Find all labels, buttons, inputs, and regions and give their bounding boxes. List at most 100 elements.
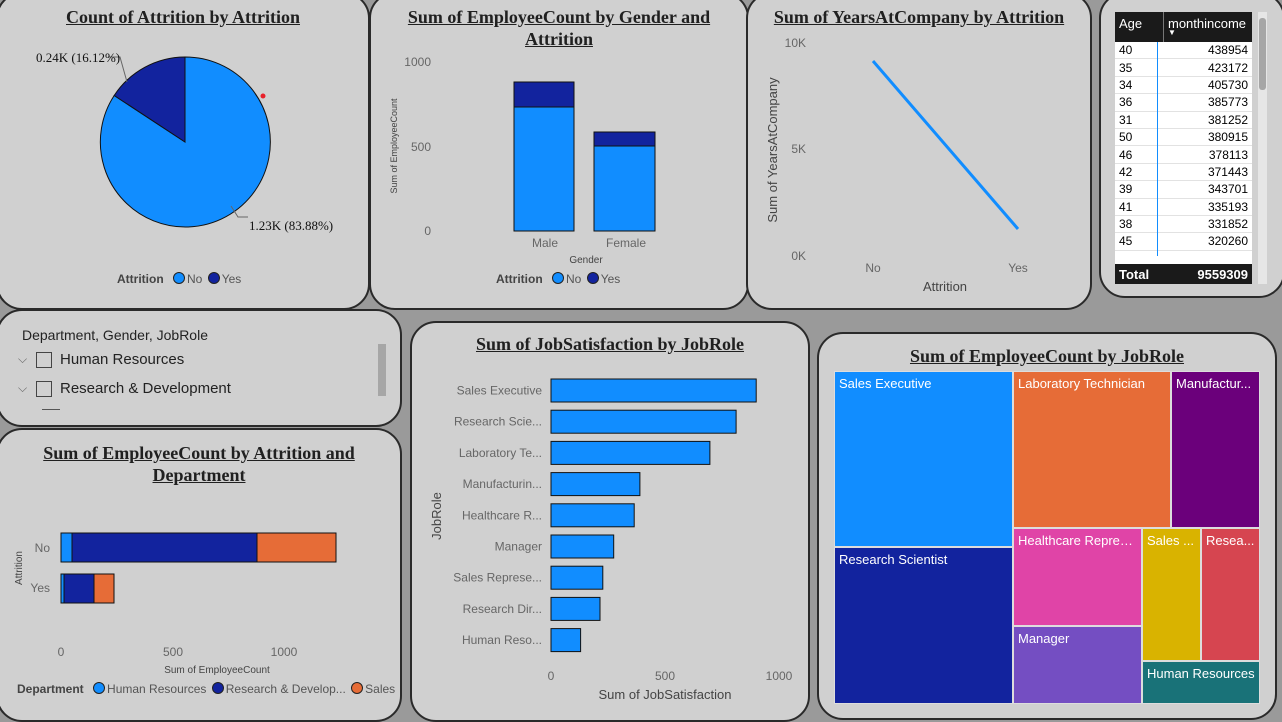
- legend-item-no[interactable]: No: [566, 272, 582, 286]
- header-age[interactable]: Age: [1115, 12, 1164, 42]
- legend-item-yes[interactable]: Yes: [221, 272, 242, 286]
- table-row[interactable]: 46 378113: [1115, 145, 1252, 164]
- slicer-item-research-development[interactable]: ⌵ Research & Development: [18, 380, 231, 397]
- slicer-item-human-resources[interactable]: ⌵ Human Resources: [18, 351, 184, 368]
- chevron-down-icon[interactable]: ⌵: [18, 381, 28, 395]
- treemap-tile-manager[interactable]: Manager: [1013, 626, 1142, 704]
- matrix-table: 40 438954 35 423172 34 405730 36 385773 31 381252…: [1115, 42, 1252, 251]
- legend-item-rd[interactable]: Research & Develop...: [225, 682, 346, 696]
- bar-no-hr[interactable]: [60, 532, 73, 563]
- bar-female-yes[interactable]: [593, 131, 656, 147]
- bar-yes-rd[interactable]: [63, 573, 95, 604]
- matrix-table-card[interactable]: Age monthincome ▼ 40 438954 35 423172 34 4057…: [1099, 0, 1282, 298]
- table-row[interactable]: 31 381252: [1115, 111, 1252, 129]
- pie-legend: Attrition No Yes: [117, 272, 241, 286]
- leader-line-yes: [108, 56, 128, 83]
- slicer-scrollbar-thumb[interactable]: [378, 344, 386, 396]
- chevron-down-icon[interactable]: ⌵: [18, 352, 28, 366]
- table-row[interactable]: 45 320260: [1115, 232, 1252, 251]
- bar-8[interactable]: [550, 628, 582, 653]
- legend-item-yes[interactable]: Yes: [600, 272, 621, 286]
- bar-no-rd[interactable]: [71, 532, 258, 563]
- table-scrollbar-thumb[interactable]: [1259, 18, 1266, 90]
- treemap-tile-human-resources[interactable]: Human Resources: [1142, 661, 1260, 704]
- table-row[interactable]: 35 423172: [1115, 58, 1252, 77]
- legend-swatch-sales: [351, 682, 364, 694]
- title-line-1: Sum of EmployeeCount by Gender and: [407, 7, 711, 27]
- pie-chart-card[interactable]: Count of Attrition by Attrition 0.24K (1…: [0, 0, 370, 310]
- cell-monthincome: 438954: [1157, 42, 1252, 60]
- treemap-tile-laboratory-technician[interactable]: Laboratory Technician: [1013, 371, 1171, 528]
- y-axis-label: Sum of YearsAtCompany: [765, 77, 780, 223]
- treemap-tile-healthcare[interactable]: Healthcare Repres...: [1013, 528, 1142, 626]
- table-row[interactable]: 42 371443: [1115, 163, 1252, 182]
- cell-monthincome: 371443: [1157, 163, 1252, 182]
- gender-bar-card[interactable]: Sum of EmployeeCount by Gender and Attri…: [369, 0, 749, 310]
- cell-age: 46: [1115, 145, 1157, 164]
- table-row[interactable]: 40 438954: [1115, 42, 1252, 60]
- bar-no-sales[interactable]: [256, 532, 337, 563]
- bar-yes-sales[interactable]: [93, 573, 115, 604]
- treemap-card[interactable]: Sum of EmployeeCount by JobRole Sales Ex…: [817, 332, 1277, 720]
- bar-6[interactable]: [550, 565, 604, 590]
- treemap-tile-research-scientist[interactable]: Research Scientist: [834, 547, 1013, 704]
- slicer-card[interactable]: Department, Gender, JobRole ⌵ Human Reso…: [0, 309, 402, 427]
- cell-age: 36: [1115, 93, 1157, 112]
- bar-7[interactable]: [550, 596, 601, 621]
- table-row[interactable]: 41 335193: [1115, 198, 1252, 216]
- table-scrollbar-track[interactable]: [1258, 12, 1267, 284]
- table-row[interactable]: 50 380915: [1115, 128, 1252, 147]
- bar-3[interactable]: [550, 472, 641, 497]
- bar-no[interactable]: [60, 532, 337, 563]
- treemap-tile-sales-executive[interactable]: Sales Executive: [834, 371, 1013, 547]
- cell-age: 38: [1115, 215, 1157, 234]
- bar-2[interactable]: [550, 440, 711, 465]
- bar-1[interactable]: [550, 409, 737, 434]
- table-row[interactable]: 38 331852: [1115, 215, 1252, 234]
- attrition-line[interactable]: [871, 60, 1020, 230]
- table-body[interactable]: 40 438954 35 423172 34 405730 36 385773 31 381252…: [1115, 42, 1252, 256]
- y-tick-label: Research Dir...: [463, 602, 542, 616]
- treemap-tile-sales-rep[interactable]: Sales ...: [1142, 528, 1201, 661]
- cell-age: 45: [1115, 232, 1157, 251]
- x-tick-0: 0: [548, 669, 555, 683]
- male-bar[interactable]: [513, 81, 575, 232]
- legend-item-sales[interactable]: Sales: [365, 682, 396, 696]
- legend-item-hr[interactable]: Human Resources: [107, 682, 207, 696]
- treemap-tile-research-director[interactable]: Resea...: [1201, 528, 1260, 661]
- total-label: Total: [1119, 266, 1150, 282]
- bar-0[interactable]: [550, 378, 757, 403]
- bar-5[interactable]: [550, 534, 615, 559]
- bar-female-no[interactable]: [593, 145, 656, 232]
- jobsat-bar-card[interactable]: Sum of JobSatisfaction by JobRole JobRol…: [410, 321, 810, 722]
- cell-monthincome: 381252: [1157, 111, 1252, 129]
- dept-bar-card[interactable]: Sum of EmployeeCount by Attrition and De…: [0, 428, 402, 722]
- checkbox[interactable]: [36, 380, 52, 397]
- x-axis-label: Attrition: [923, 279, 967, 294]
- bar-male-no[interactable]: [513, 106, 575, 232]
- y-axis-label: Attrition: [14, 551, 25, 585]
- legend-item-no[interactable]: No: [187, 272, 203, 286]
- bar-male-yes[interactable]: [513, 81, 575, 108]
- y-tick-label: Manufacturin...: [463, 477, 542, 491]
- y-tick-label: Research Scie...: [454, 415, 542, 429]
- y-tick-0: 0: [424, 224, 431, 238]
- header-monthincome[interactable]: monthincome ▼: [1164, 12, 1252, 42]
- y-tick-no: No: [35, 541, 51, 555]
- pie-slice-yes[interactable]: [113, 56, 186, 143]
- treemap-tile-manufacturing[interactable]: Manufactur...: [1171, 371, 1260, 528]
- y-tick-label: Manager: [495, 540, 542, 554]
- table-row[interactable]: 36 385773: [1115, 93, 1252, 112]
- bar-yes[interactable]: [60, 573, 115, 604]
- years-line-card[interactable]: Sum of YearsAtCompany by Attrition 10K 5…: [746, 0, 1092, 310]
- table-total-row: Total 9559309: [1115, 264, 1252, 284]
- female-bar[interactable]: [593, 131, 656, 232]
- selection-marker: [260, 93, 266, 99]
- slicer-next-item-peek: [42, 409, 60, 410]
- checkbox[interactable]: [36, 351, 52, 368]
- table-row[interactable]: 39 343701: [1115, 180, 1252, 199]
- table-row[interactable]: 34 405730: [1115, 76, 1252, 95]
- bar-4[interactable]: [550, 503, 635, 528]
- legend-title: Attrition: [117, 272, 164, 286]
- y-tick-label: Laboratory Te...: [459, 446, 542, 460]
